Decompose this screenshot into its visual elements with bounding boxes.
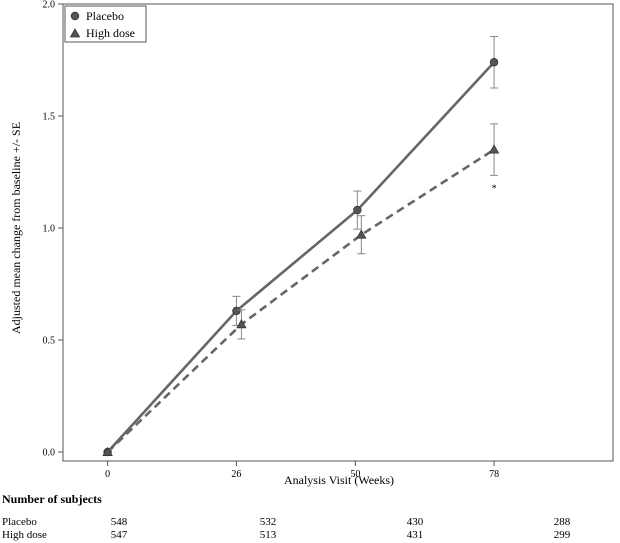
y-tick-label: 2.0 (43, 0, 56, 11)
subjects-count: 547 (110, 529, 128, 541)
y-tick-label: 1.0 (43, 224, 56, 235)
subjects-count: 548 (110, 516, 128, 528)
legend: Placebo High dose (64, 5, 147, 43)
subjects-count: 299 (553, 529, 571, 541)
legend-placebo-marker (70, 11, 80, 21)
subjects-count: 431 (406, 529, 424, 541)
subjects-count: 430 (406, 516, 424, 528)
legend-placebo-label: Placebo (86, 9, 124, 23)
data-point-high-dose (356, 229, 367, 239)
subjects-count: 288 (553, 516, 571, 528)
legend-high-dose-label: High dose (86, 26, 135, 40)
data-point-placebo (353, 205, 362, 215)
line-chart: 0.0 0.5 1.0 1.5 2.0 0 26 50 78 * Placebo High d… (9, 0, 614, 487)
y-tick-label: 0.5 (43, 336, 56, 347)
data-point-placebo (489, 58, 499, 67)
subjects-row-placebo: Placebo 548 532 430 288 (0, 516, 620, 530)
subjects-count: 513 (259, 529, 277, 541)
subjects-row-label: Placebo (2, 516, 37, 528)
subjects-row-high-dose: High dose 547 513 431 299 (0, 529, 620, 543)
data-point-high-dose (488, 144, 500, 154)
y-tick-label: 0.0 (43, 448, 56, 459)
subjects-count: 532 (259, 516, 277, 528)
data-point-placebo (232, 306, 241, 316)
data-point-high-dose (102, 446, 113, 456)
series-line-placebo (106, 61, 496, 453)
y-axis-title: Adjusted mean change from baseline +/- S… (9, 122, 23, 334)
y-axis: 0.0 0.5 1.0 1.5 2.0 (43, 0, 63, 459)
plot-frame (62, 3, 614, 462)
x-tick-label: 26 (231, 469, 241, 480)
series-line-high-dose (106, 148, 495, 453)
significance-annotation: * (492, 184, 497, 195)
legend-high-dose-marker (69, 28, 81, 38)
series-layer: * (102, 35, 500, 457)
x-axis-title: Analysis Visit (Weeks) (284, 473, 394, 487)
x-tick-label: 0 (105, 469, 110, 480)
y-tick-label: 1.5 (43, 112, 56, 123)
x-tick-label: 50 (350, 469, 360, 480)
data-point-high-dose (236, 319, 247, 329)
x-tick-label: 78 (489, 469, 499, 480)
subjects-row-label: High dose (2, 529, 47, 541)
x-axis: 0 26 50 78 (105, 461, 499, 480)
subjects-table-title: Number of subjects (2, 492, 102, 506)
